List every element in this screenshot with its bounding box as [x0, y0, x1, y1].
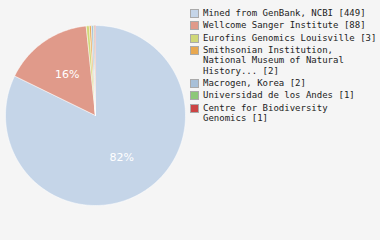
html-text:Wellcome Sanger Institute [88]: Wellcome Sanger Institute [88]	[203, 20, 366, 31]
html-text:Eurofins Genomics Louisville [: Eurofins Genomics Louisville [3]	[203, 32, 377, 43]
html-text:Mined from GenBank, NCBI [449]: Mined from GenBank, NCBI [449]	[203, 8, 366, 18]
html-text:Macrogen, Korea [2]: Macrogen, Korea [2]	[203, 78, 306, 89]
html-text:Universidad de los Andes [1]: Universidad de los Andes [1]	[203, 90, 355, 101]
svg-text:82%: 82%	[109, 151, 133, 164]
html-text:Smithsonian Institution, Natio: Smithsonian Institution, National Museum…	[203, 45, 344, 76]
svg-text:16%: 16%	[55, 68, 79, 81]
html-text:Centre for Biodiversity Genomi: Centre for Biodiversity Genomics [1]	[203, 102, 328, 124]
